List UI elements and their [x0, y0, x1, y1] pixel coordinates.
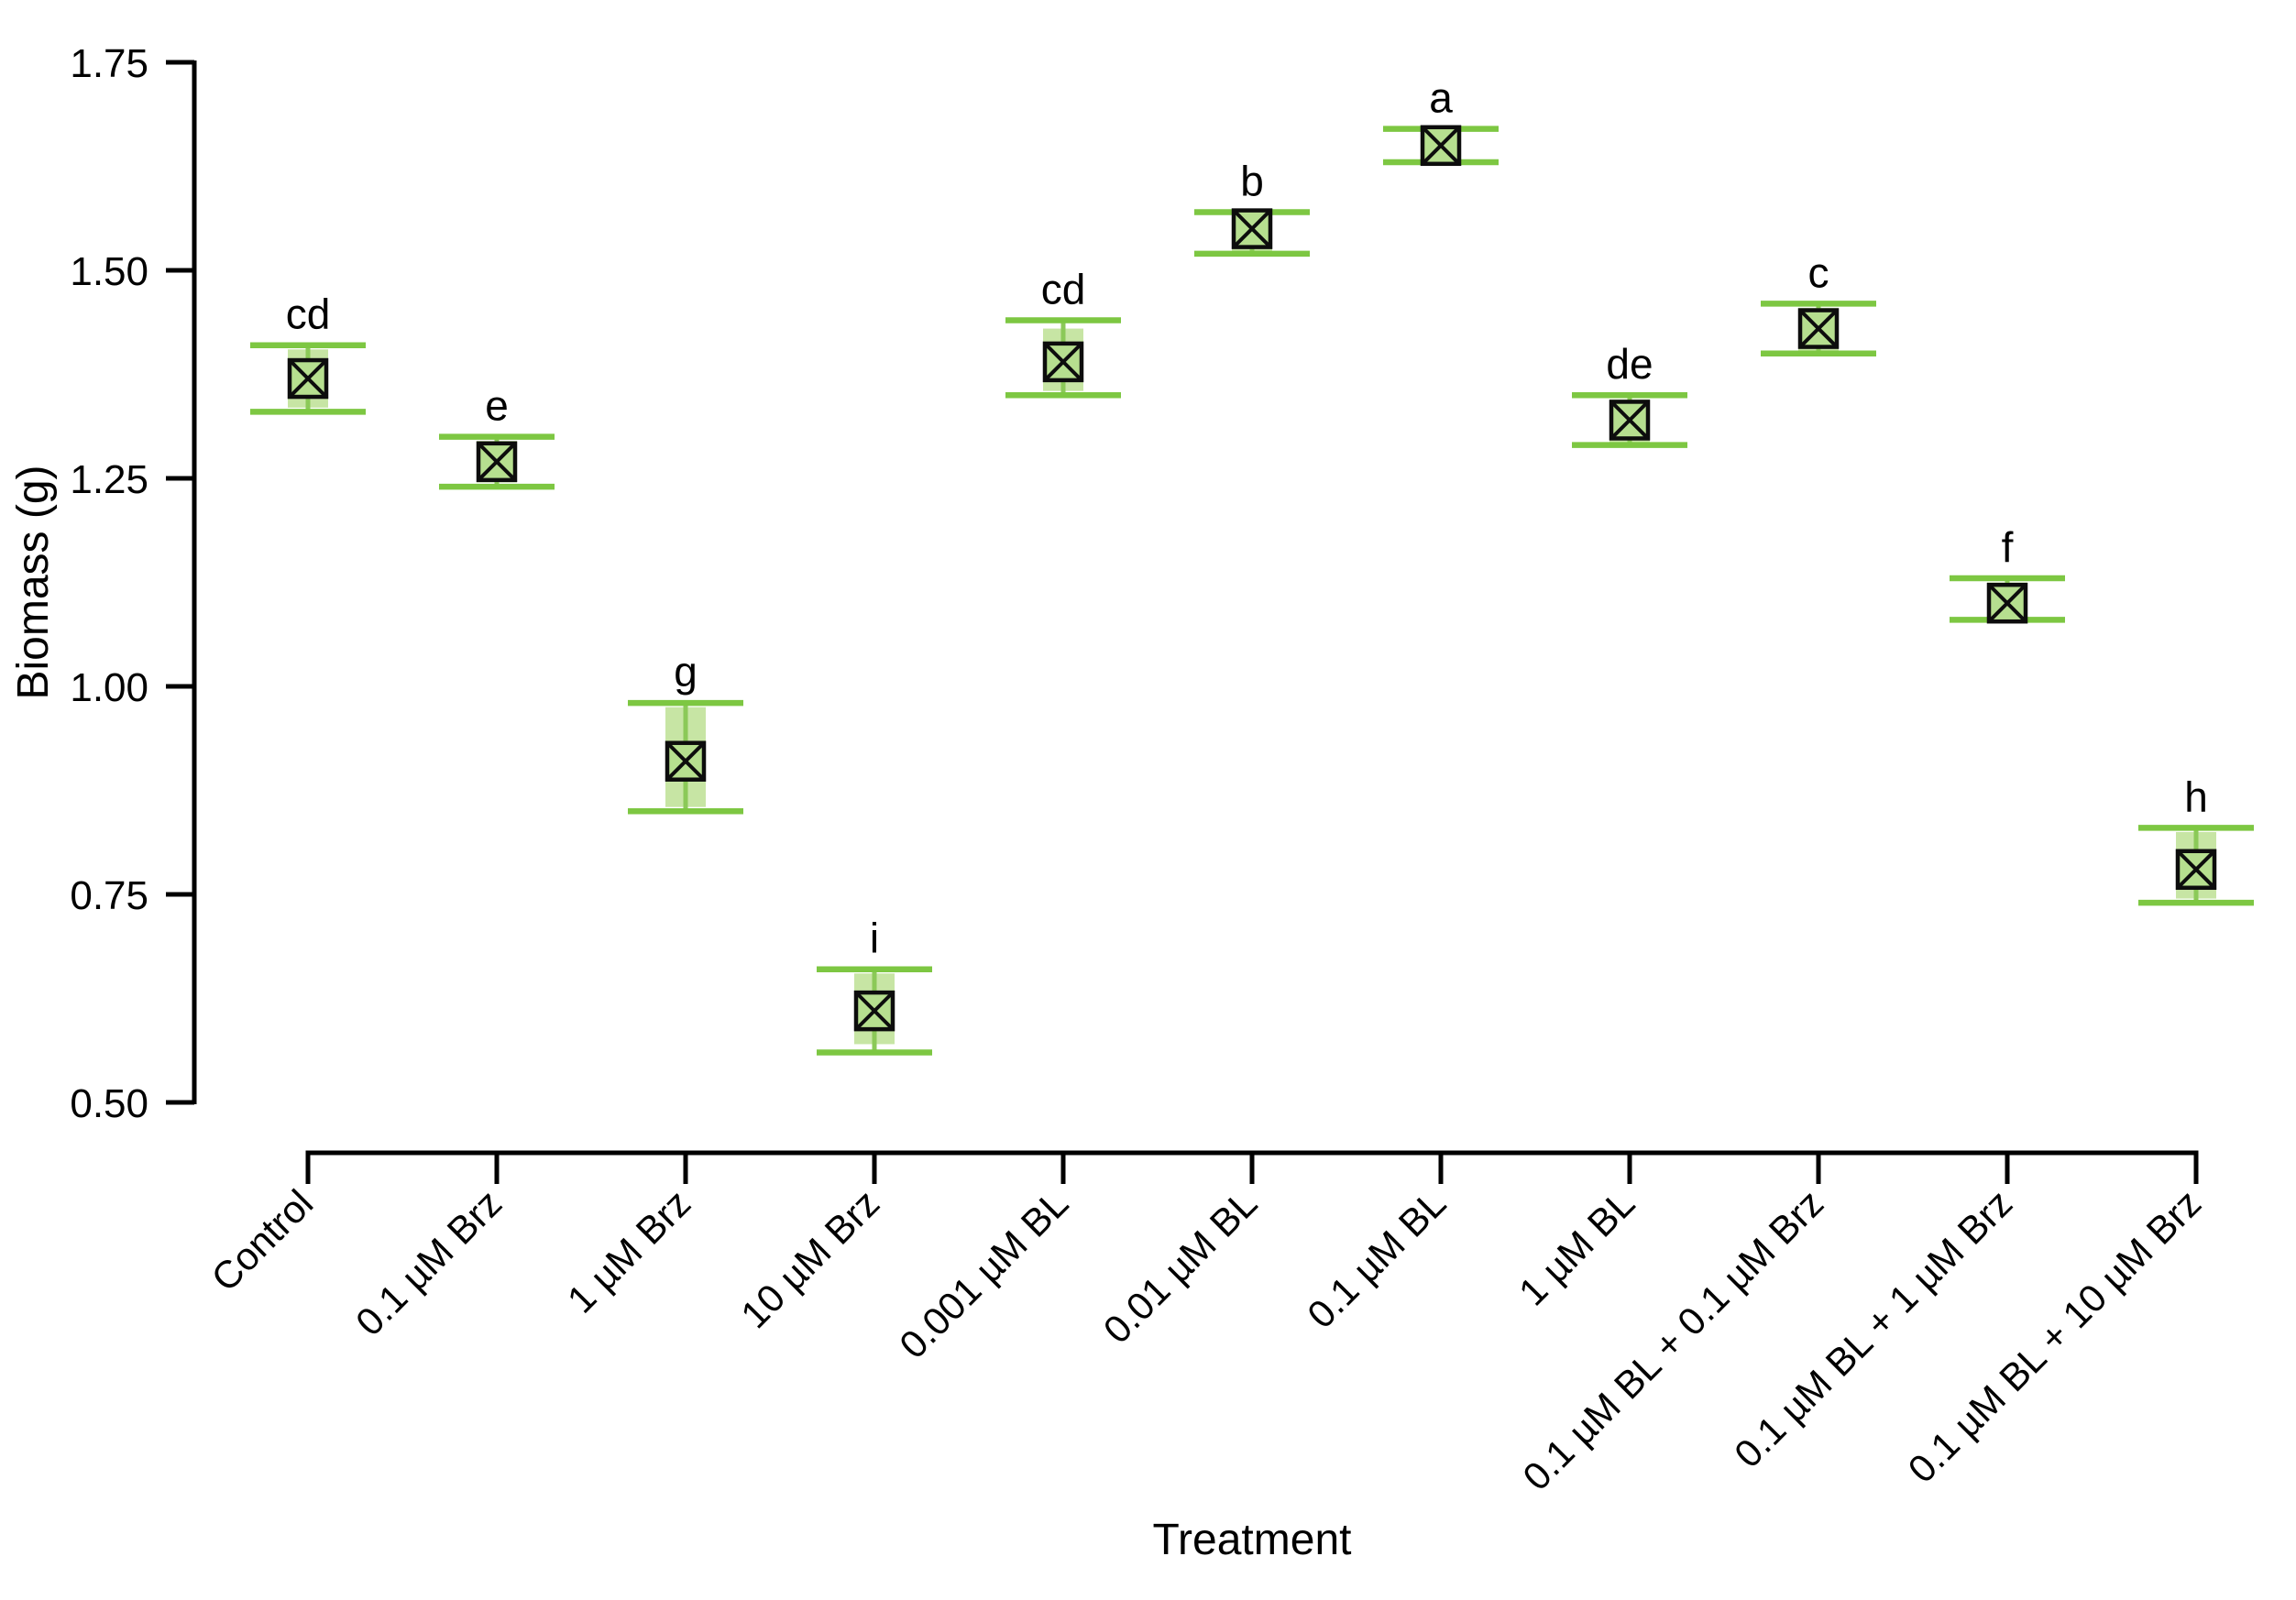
data-point-10: f	[1950, 523, 2065, 624]
mean-marker-cross	[2176, 849, 2216, 890]
mean-marker-cross	[854, 991, 895, 1031]
x-tick-label: 0.1 µM BL + 0.1 µM Brz	[1514, 1181, 1831, 1498]
mean-marker-cross	[1043, 342, 1083, 382]
data-point-1: cd	[250, 290, 366, 415]
x-tick-label: 10 µM Brz	[732, 1181, 887, 1336]
data-point-7: a	[1383, 74, 1499, 167]
y-axis-title: Biomass (g)	[9, 465, 58, 699]
significance-letter: i	[870, 915, 879, 962]
data-point-6: b	[1194, 157, 1310, 258]
x-tick-label: 0.1 µM BL	[1299, 1181, 1454, 1336]
x-tick-label: 0.001 µM BL	[891, 1181, 1076, 1366]
data-point-2: e	[439, 382, 555, 490]
y-tick-label: 0.75	[70, 873, 148, 918]
mean-marker-cross	[1421, 126, 1461, 166]
y-tick-label: 1.75	[70, 41, 148, 86]
x-tick-label: 0.01 µM BL	[1095, 1181, 1266, 1352]
significance-letter: de	[1606, 340, 1653, 388]
x-tick-label: 1 µM Brz	[559, 1181, 699, 1321]
mean-marker-cross	[1798, 309, 1839, 348]
significance-letter: cd	[286, 290, 331, 338]
x-tick-label: 1 µM BL	[1511, 1181, 1642, 1313]
significance-letter: a	[1429, 74, 1453, 122]
y-tick-label: 1.25	[70, 457, 148, 502]
data-point-8: de	[1572, 340, 1687, 448]
x-axis-title: Treatment	[1153, 1516, 1352, 1564]
mean-marker-cross	[1987, 583, 2027, 623]
significance-letter: e	[485, 382, 509, 430]
significance-letter: h	[2184, 773, 2208, 820]
significance-letter: b	[1240, 157, 1264, 204]
mean-marker-cross	[288, 358, 328, 399]
y-tick-label: 0.50	[70, 1081, 148, 1126]
significance-letter: c	[1808, 248, 1829, 296]
data-point-5: cd	[1005, 265, 1121, 399]
data-point-4: i	[817, 915, 932, 1056]
mean-marker-cross	[1232, 209, 1272, 249]
x-tick-label: Control	[203, 1181, 321, 1299]
y-tick-label: 1.00	[70, 665, 148, 710]
mean-marker-cross	[477, 442, 517, 482]
x-tick-label: 0.1 µM Brz	[347, 1181, 510, 1343]
y-tick-label: 1.50	[70, 249, 148, 294]
data-point-3: g	[628, 648, 743, 815]
data-point-11: h	[2138, 773, 2254, 906]
mean-marker-cross	[665, 741, 706, 782]
mean-marker-cross	[1609, 400, 1650, 440]
significance-letter: cd	[1041, 265, 1086, 312]
data-point-9: c	[1761, 248, 1876, 357]
significance-letter: g	[674, 648, 698, 696]
significance-letter: f	[2002, 523, 2014, 571]
